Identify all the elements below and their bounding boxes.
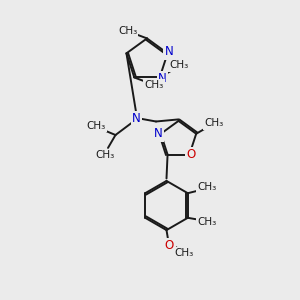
- Text: CH₃: CH₃: [95, 150, 115, 160]
- Text: N: N: [165, 45, 173, 58]
- Text: CH₃: CH₃: [169, 61, 189, 70]
- Text: N: N: [132, 112, 141, 125]
- Text: CH₃: CH₃: [86, 121, 106, 131]
- Text: CH₃: CH₃: [198, 182, 217, 192]
- Text: CH₃: CH₃: [205, 118, 224, 128]
- Text: CH₃: CH₃: [198, 217, 217, 227]
- Text: CH₃: CH₃: [118, 26, 137, 36]
- Text: N: N: [154, 127, 163, 140]
- Text: O: O: [165, 239, 174, 252]
- Text: CH₃: CH₃: [144, 80, 164, 90]
- Text: N: N: [158, 73, 167, 85]
- Text: CH₃: CH₃: [175, 248, 194, 258]
- Text: O: O: [186, 148, 196, 161]
